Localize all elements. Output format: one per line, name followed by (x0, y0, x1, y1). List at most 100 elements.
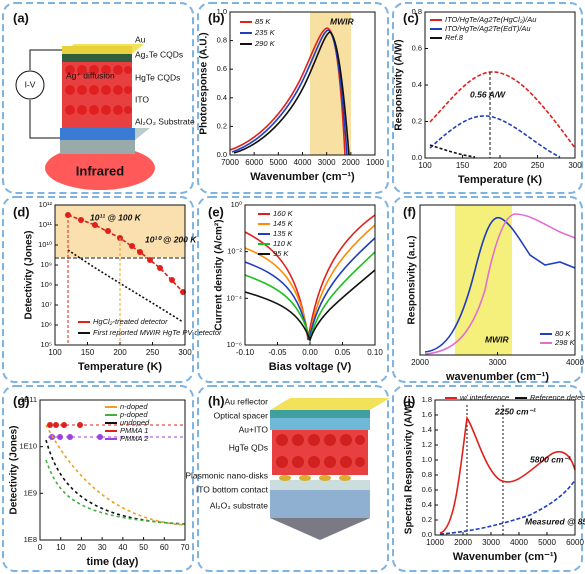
x-tick-label: 4000 (294, 158, 312, 167)
x-tick-label: 6000 (245, 158, 263, 167)
x-axis-label: wavenumber (cm⁻¹) (445, 371, 549, 383)
y-tick-label: 10¹² (39, 200, 53, 209)
plot-area (244, 204, 376, 346)
device-label: Au+ITO (239, 424, 269, 434)
y-axis-label: Detectivity (Jones) (9, 426, 20, 515)
annotation: 10¹⁰ @ 200 K (145, 234, 197, 244)
curves-i (439, 405, 576, 535)
legend-label: Ref.8 (445, 33, 464, 42)
x-tick-label: 0.00 (302, 348, 318, 357)
device-label: HgTe QDs (229, 442, 268, 452)
legend-label: 160 K (273, 209, 294, 218)
y-tick-label: 10⁷ (41, 300, 52, 309)
y-tick-label: 1.8 (422, 395, 432, 404)
x-tick-label: 0.10 (367, 348, 383, 357)
x-tick-label: 60 (160, 543, 169, 552)
x-tick-label: 300 (178, 348, 192, 357)
x-tick-label: 200 (113, 348, 127, 357)
y-axis-label: Detectivity (Jones) (24, 231, 35, 320)
y-tick-label: 0.0 (217, 150, 227, 159)
x-tick-label: 2000 (342, 158, 360, 167)
device-label: Au reflector (225, 396, 269, 406)
y-tick-label: 10⁶ (41, 320, 52, 329)
annotation: 2250 cm⁻¹ (494, 406, 536, 416)
x-tick-label: 1000 (426, 538, 444, 547)
y-tick-label: 1E9 (24, 488, 37, 497)
legend-label: HgCl₂-treated detector (93, 317, 168, 326)
x-tick-label: 6000 (566, 538, 584, 547)
panel-label: (g) (13, 393, 30, 408)
panel-frame (197, 385, 389, 572)
panel-frame (392, 2, 583, 194)
x-tick-label: 3000 (489, 358, 507, 367)
device-label: Au (135, 34, 146, 44)
device-label: Optical spacer (214, 410, 268, 420)
device-a (15, 44, 155, 190)
y-tick-label: 1E11 (20, 395, 37, 404)
x-tick-label: -0.10 (236, 348, 255, 357)
curves-c (429, 71, 576, 158)
y-tick-label: 10⁻⁶ (227, 340, 242, 349)
x-tick-label: 1000 (366, 158, 384, 167)
annotation: 5800 cm⁻¹ (530, 454, 571, 464)
device-label: I-V (25, 79, 36, 89)
panel-label: (e) (208, 204, 224, 219)
legend-label: 290 K (254, 39, 276, 48)
curves-f (424, 205, 576, 355)
panel-frame (392, 385, 583, 572)
x-tick-label: 2000 (454, 538, 472, 547)
panel-label: (h) (208, 393, 225, 408)
y-tick-label: 1E8 (24, 535, 37, 544)
legend-label: undoped (120, 418, 150, 427)
panel-frame (392, 196, 583, 383)
panel-frame (2, 2, 194, 194)
y-tick-label: 0.6 (412, 43, 422, 52)
y-tick-label: 0.2 (422, 515, 432, 524)
y-tick-label: 0.2 (412, 116, 422, 125)
legend-label: PMMA 2 (120, 434, 149, 443)
y-axis-label: Spectral Responsivity (A/W) (404, 401, 415, 534)
y-axis-label: Responsivity (a.u.) (407, 236, 418, 325)
x-axis-label: time (day) (87, 556, 139, 568)
x-tick-label: 20 (77, 543, 86, 552)
y-tick-label: 10⁹ (40, 260, 52, 269)
y-tick-label: 0.4 (412, 80, 422, 89)
legend-label: ITO/HgTe/Ag2Te(HgCl₂)/Au (445, 15, 537, 24)
device-label: Al₂O₃ substrate (210, 500, 269, 510)
x-tick-label: 4000 (566, 358, 584, 367)
x-tick-label: 100 (418, 161, 432, 170)
y-tick-label: 10¹⁰ (38, 240, 52, 249)
x-tick-label: 250 (531, 161, 545, 170)
x-tick-label: 0 (38, 543, 43, 552)
y-tick-label: 10⁰ (231, 200, 242, 209)
legend-label: 95 K (273, 249, 289, 258)
x-tick-label: 10 (56, 543, 65, 552)
legend-label: n-doped (120, 402, 148, 411)
panel-label: (c) (403, 10, 419, 25)
device-h (270, 398, 390, 540)
device-label: HgTe CQDs (135, 72, 180, 82)
y-axis-label: Photoresponse (A.U.) (199, 32, 210, 134)
x-tick-label: 7000 (221, 158, 239, 167)
x-tick-label: 70 (181, 543, 190, 552)
x-tick-label: 100 (48, 348, 62, 357)
x-tick-label: 5000 (538, 538, 556, 547)
x-tick-label: 3000 (482, 538, 500, 547)
y-tick-label: 10⁵ (41, 340, 52, 349)
device-label: ITO (135, 94, 149, 104)
x-tick-label: 30 (98, 543, 107, 552)
x-tick-label: 3000 (318, 158, 336, 167)
legend-label: 145 K (273, 219, 294, 228)
x-tick-label: 250 (146, 348, 160, 357)
x-tick-label: 40 (118, 543, 127, 552)
panel-frame (2, 385, 194, 572)
legend-label: p-doped (119, 410, 148, 419)
x-axis-label: Temperature (K) (78, 361, 162, 373)
y-tick-label: 0.0 (422, 530, 432, 539)
x-tick-label: 300 (568, 161, 582, 170)
y-axis-label: Current density (A/cm²) (214, 219, 225, 330)
legend-label: 235 K (254, 28, 276, 37)
x-axis-label: Bias voltage (V) (269, 361, 352, 373)
y-tick-label: 0.4 (422, 500, 432, 509)
